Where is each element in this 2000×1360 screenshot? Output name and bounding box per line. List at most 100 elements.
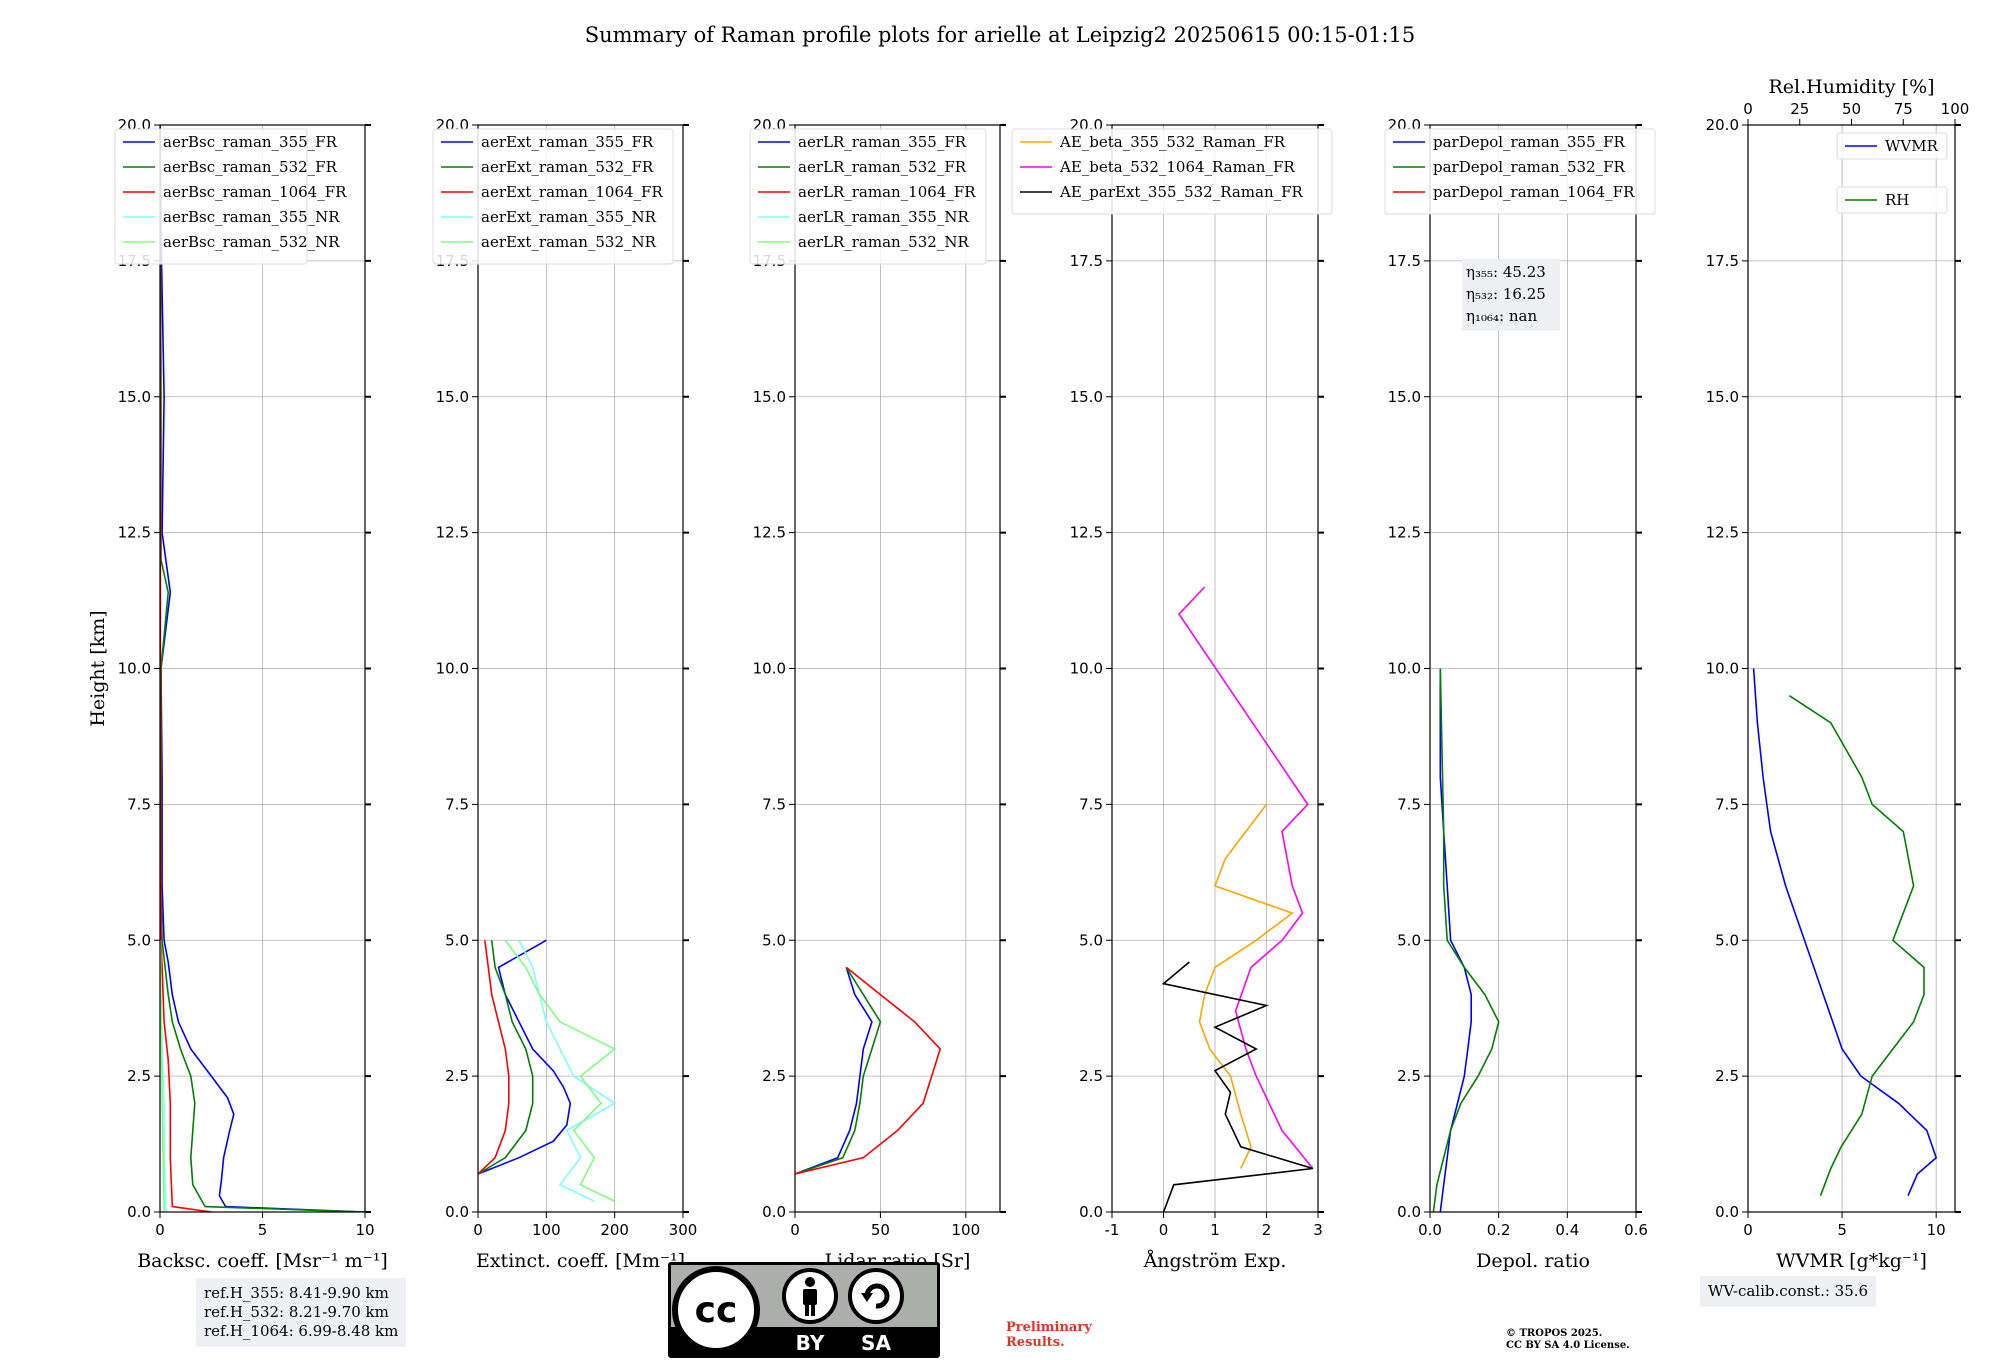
panel-depolarization: 0.0 0.2 0.4 0.6 0.0 2.5 5.0 7.5 10.0 12.5 15.0 17.5… — [1384, 116, 1656, 1272]
legend-label: AE_parExt_355_532_Raman_FR — [1059, 183, 1304, 201]
y-tick-label: 2.5 — [1715, 1067, 1739, 1085]
ref-height-532: ref.H_532: 8.21-9.70 km — [204, 1303, 389, 1321]
series-line-aerBsc_raman_532_FR — [160, 125, 365, 1212]
y-tick-label: 17.5 — [1388, 252, 1421, 270]
y-tick-label: 12.5 — [1706, 524, 1739, 542]
legend-box — [749, 128, 987, 265]
panel-angstrom: -1 0 1 2 30.02.55.07.510.012.515.017.520.0Ån… — [1011, 116, 1333, 1272]
y-tick-label: 7.5 — [1715, 795, 1739, 813]
reference-heights-box: ref.H_355: 8.41-9.90 km ref.H_532: 8.21-… — [196, 1278, 407, 1347]
x-tick-label: 0 — [155, 1221, 165, 1239]
x-tick-label: 0.2 — [1487, 1221, 1511, 1239]
copyright-line-2: CC BY SA 4.0 License. — [1506, 1340, 1630, 1351]
x-tick-label: 0 — [790, 1221, 800, 1239]
x-tick-label: 100 — [532, 1221, 561, 1239]
y-tick-label: 12.5 — [118, 524, 151, 542]
series-line-aerExt_raman_355_NR — [518, 939, 617, 1202]
y-tick-label: 10.0 — [118, 660, 151, 678]
series-line-parDepol_raman_532_FR — [1432, 668, 1500, 1212]
x-tick-label: 10 — [355, 1221, 374, 1239]
legend-label: aerLR_raman_1064_FR — [798, 183, 976, 201]
y-tick-label: 10.0 — [1388, 660, 1421, 678]
y-tick-label: 10.0 — [1070, 660, 1103, 678]
ref-height-1064: ref.H_1064: 6.99-8.48 km — [204, 1322, 399, 1340]
x-tick-label: 2 — [1262, 1221, 1272, 1239]
legend-box — [1011, 128, 1333, 215]
x-tick-label: 3 — [1313, 1221, 1323, 1239]
y-tick-label: 12.5 — [1388, 524, 1421, 542]
y-tick-label: 5.0 — [1715, 931, 1739, 949]
legend-label: parDepol_raman_355_FR — [1433, 133, 1626, 151]
y-tick-label: 2.5 — [1397, 1067, 1421, 1085]
panels: 05100.02.55.07.510.012.515.017.520.0Back… — [87, 76, 1969, 1272]
y-tick-label: 7.5 — [127, 795, 151, 813]
legend-label: aerExt_raman_532_NR — [481, 233, 657, 251]
y-tick-label: 15.0 — [118, 388, 151, 406]
copyright-note: © TROPOS 2025. CC BY SA 4.0 License. — [1506, 1328, 1630, 1352]
svg-text:cc: cc — [695, 1290, 738, 1331]
legend-label: parDepol_raman_1064_FR — [1433, 183, 1635, 201]
preliminary-line-2: Results. — [1006, 1335, 1065, 1350]
top-x-tick-label: 0 — [1743, 100, 1753, 118]
y-tick-label: 2.5 — [762, 1067, 786, 1085]
wv-calibration-box: WV-calib.const.: 35.6 — [1700, 1276, 1877, 1307]
y-tick-label: 17.5 — [1706, 252, 1739, 270]
legend-label: aerExt_raman_1064_FR — [481, 183, 663, 201]
y-tick-label: 0.0 — [1715, 1203, 1739, 1221]
y-tick-label: 15.0 — [1388, 388, 1421, 406]
attribution-person-icon — [782, 1268, 838, 1324]
legend-label: AE_beta_355_532_Raman_FR — [1059, 133, 1286, 151]
creative-commons-icon: cc — [672, 1266, 760, 1354]
y-tick-label: 5.0 — [762, 931, 786, 949]
x-tick-label: 0 — [1743, 1221, 1753, 1239]
ref-height-355: ref.H_355: 8.41-9.90 km — [204, 1284, 389, 1302]
series-line-RH — [1788, 695, 1925, 1196]
y-tick-label: 12.5 — [1070, 524, 1103, 542]
y-tick-label: 5.0 — [445, 931, 469, 949]
legend: AE_beta_355_532_Raman_FR AE_beta_532_1064… — [1011, 128, 1333, 215]
x-tick-label: 50 — [871, 1221, 890, 1239]
legend-label: aerBsc_raman_532_NR — [163, 233, 340, 251]
figure-title: Summary of Raman profile plots for ariel… — [585, 23, 1416, 47]
x-tick-label: 0 — [1159, 1221, 1169, 1239]
eta-annotation: η₃₅₅: 45.23 — [1466, 263, 1546, 281]
x-tick-label: 10 — [1927, 1221, 1946, 1239]
legend-label: WVMR — [1885, 137, 1939, 155]
series-line-AE_beta_532_1064_Raman_FR — [1177, 586, 1314, 1170]
x-tick-label: -1 — [1105, 1221, 1120, 1239]
x-tick-label: 100 — [952, 1221, 981, 1239]
x-tick-label: 5 — [1837, 1221, 1847, 1239]
x-axis-label: Ångström Exp. — [1143, 1250, 1287, 1272]
share-alike-icon — [848, 1268, 904, 1324]
x-tick-label: 0.0 — [1418, 1221, 1442, 1239]
legend-label: parDepol_raman_532_FR — [1433, 158, 1626, 176]
y-tick-label: 15.0 — [1706, 388, 1739, 406]
legend: aerLR_raman_355_FR aerLR_raman_532_FR aerL… — [749, 128, 987, 265]
x-axis-label: Extinct. coeff. [Mm⁻¹] — [476, 1250, 685, 1272]
y-tick-label: 0.0 — [445, 1203, 469, 1221]
y-tick-label: 10.0 — [753, 660, 786, 678]
y-tick-label: 0.0 — [762, 1203, 786, 1221]
badge-sa-label: SA — [861, 1331, 891, 1355]
y-tick-label: 0.0 — [127, 1203, 151, 1221]
y-tick-label: 2.5 — [1079, 1067, 1103, 1085]
series-line-aerExt_raman_532_FR — [478, 940, 534, 1175]
top-x-tick-label: 50 — [1842, 100, 1861, 118]
top-x-tick-label: 25 — [1790, 100, 1809, 118]
legend-box — [1384, 128, 1656, 215]
series-line-aerExt_raman_355_FR — [478, 939, 572, 1175]
legend-box — [114, 128, 308, 265]
panel-water_vapor: 0 5 10 0.0 2.5 5.0 7.5 10.0 12.5 15.0 17.5 20.0 WVMR… — [1706, 76, 1970, 1272]
y-tick-label: 15.0 — [753, 388, 786, 406]
x-axis-label: Depol. ratio — [1476, 1250, 1590, 1272]
series-line-aerLR_raman_355_FR — [795, 967, 873, 1175]
x-tick-label: 0.6 — [1624, 1221, 1648, 1239]
y-tick-label: 17.5 — [1070, 252, 1103, 270]
legend-label: aerLR_raman_532_NR — [798, 233, 969, 251]
series-line-parDepol_raman_355_FR — [1439, 668, 1472, 1212]
y-tick-label: 2.5 — [445, 1067, 469, 1085]
y-tick-label: 2.5 — [127, 1067, 151, 1085]
series-line-AE_parExt_355_532_Raman_FR — [1161, 961, 1314, 1212]
legend-label: AE_beta_532_1064_Raman_FR — [1059, 158, 1295, 176]
